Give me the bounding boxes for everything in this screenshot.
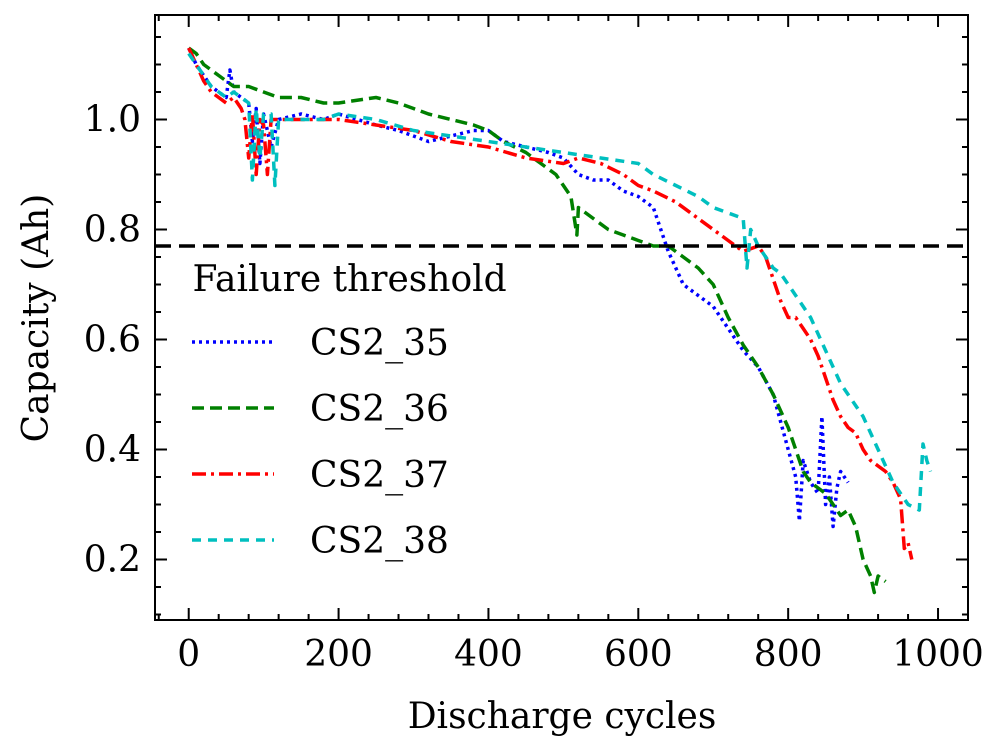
y-tick-label: 0.4 bbox=[84, 430, 141, 471]
x-tick-label: 1000 bbox=[892, 634, 984, 675]
y-tick-label: 1.0 bbox=[84, 100, 141, 141]
series-line-cs2-38 bbox=[187, 52, 933, 512]
legend-label: CS2_35 bbox=[310, 323, 449, 364]
y-tick-label: 0.8 bbox=[84, 210, 141, 251]
x-tick-label: 400 bbox=[454, 634, 523, 675]
failure-threshold-label: Failure threshold bbox=[192, 259, 506, 300]
legend-label: CS2_36 bbox=[310, 389, 449, 430]
legend-label: CS2_38 bbox=[310, 521, 449, 562]
x-tick-label: 600 bbox=[604, 634, 673, 675]
y-axis-label: Capacity (Ah) bbox=[16, 194, 57, 443]
x-axis-label: Discharge cycles bbox=[408, 696, 717, 737]
x-tick-label: 0 bbox=[177, 634, 200, 675]
legend: CS2_35 CS2_36 CS2_37 CS2_38 bbox=[192, 323, 449, 562]
y-tick-label: 0.2 bbox=[84, 540, 141, 581]
plot-frame bbox=[154, 14, 969, 621]
x-tick-label: 800 bbox=[754, 634, 823, 675]
series-layer bbox=[187, 46, 933, 595]
ticks-layer: 0 200 400 600 800 1000 0.2 0.4 0.6 0.8 1.0 bbox=[84, 15, 984, 675]
series-line-cs2-35 bbox=[187, 47, 850, 529]
series-line-cs2-36 bbox=[187, 46, 887, 595]
y-tick-label: 0.6 bbox=[84, 320, 141, 361]
legend-label: CS2_37 bbox=[310, 455, 449, 496]
x-tick-label: 200 bbox=[304, 634, 373, 675]
